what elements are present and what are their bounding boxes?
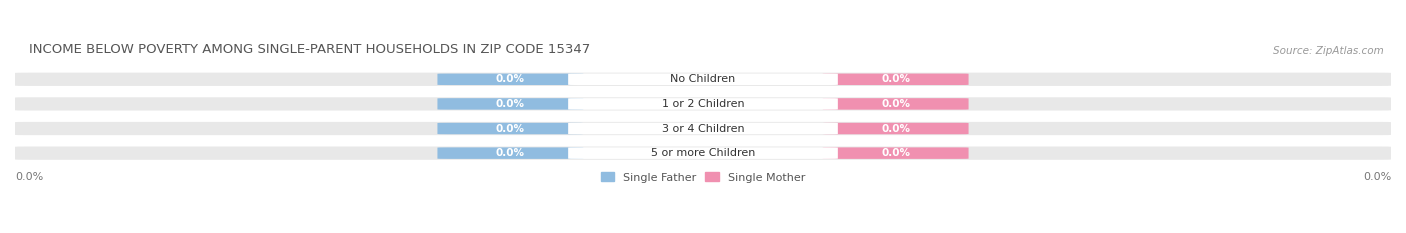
- FancyBboxPatch shape: [823, 147, 969, 159]
- Text: 0.0%: 0.0%: [15, 172, 44, 182]
- FancyBboxPatch shape: [437, 74, 583, 85]
- FancyBboxPatch shape: [568, 123, 838, 134]
- FancyBboxPatch shape: [568, 98, 838, 110]
- FancyBboxPatch shape: [437, 98, 583, 110]
- Text: 0.0%: 0.0%: [882, 148, 910, 158]
- FancyBboxPatch shape: [15, 97, 1391, 110]
- Text: 0.0%: 0.0%: [496, 74, 524, 84]
- Text: 0.0%: 0.0%: [882, 99, 910, 109]
- Text: 0.0%: 0.0%: [882, 123, 910, 134]
- FancyBboxPatch shape: [823, 123, 969, 134]
- FancyBboxPatch shape: [15, 122, 1391, 135]
- FancyBboxPatch shape: [437, 123, 583, 134]
- Text: 0.0%: 0.0%: [1362, 172, 1391, 182]
- Legend: Single Father, Single Mother: Single Father, Single Mother: [600, 172, 806, 183]
- Text: 0.0%: 0.0%: [882, 74, 910, 84]
- Text: 3 or 4 Children: 3 or 4 Children: [662, 123, 744, 134]
- FancyBboxPatch shape: [568, 147, 838, 159]
- Text: No Children: No Children: [671, 74, 735, 84]
- FancyBboxPatch shape: [823, 98, 969, 110]
- FancyBboxPatch shape: [568, 74, 838, 85]
- Text: INCOME BELOW POVERTY AMONG SINGLE-PARENT HOUSEHOLDS IN ZIP CODE 15347: INCOME BELOW POVERTY AMONG SINGLE-PARENT…: [28, 43, 591, 56]
- FancyBboxPatch shape: [823, 74, 969, 85]
- Text: Source: ZipAtlas.com: Source: ZipAtlas.com: [1274, 46, 1384, 56]
- Text: 0.0%: 0.0%: [496, 148, 524, 158]
- FancyBboxPatch shape: [15, 73, 1391, 86]
- Text: 0.0%: 0.0%: [496, 123, 524, 134]
- Text: 5 or more Children: 5 or more Children: [651, 148, 755, 158]
- Text: 1 or 2 Children: 1 or 2 Children: [662, 99, 744, 109]
- Text: 0.0%: 0.0%: [496, 99, 524, 109]
- FancyBboxPatch shape: [437, 147, 583, 159]
- FancyBboxPatch shape: [15, 147, 1391, 160]
